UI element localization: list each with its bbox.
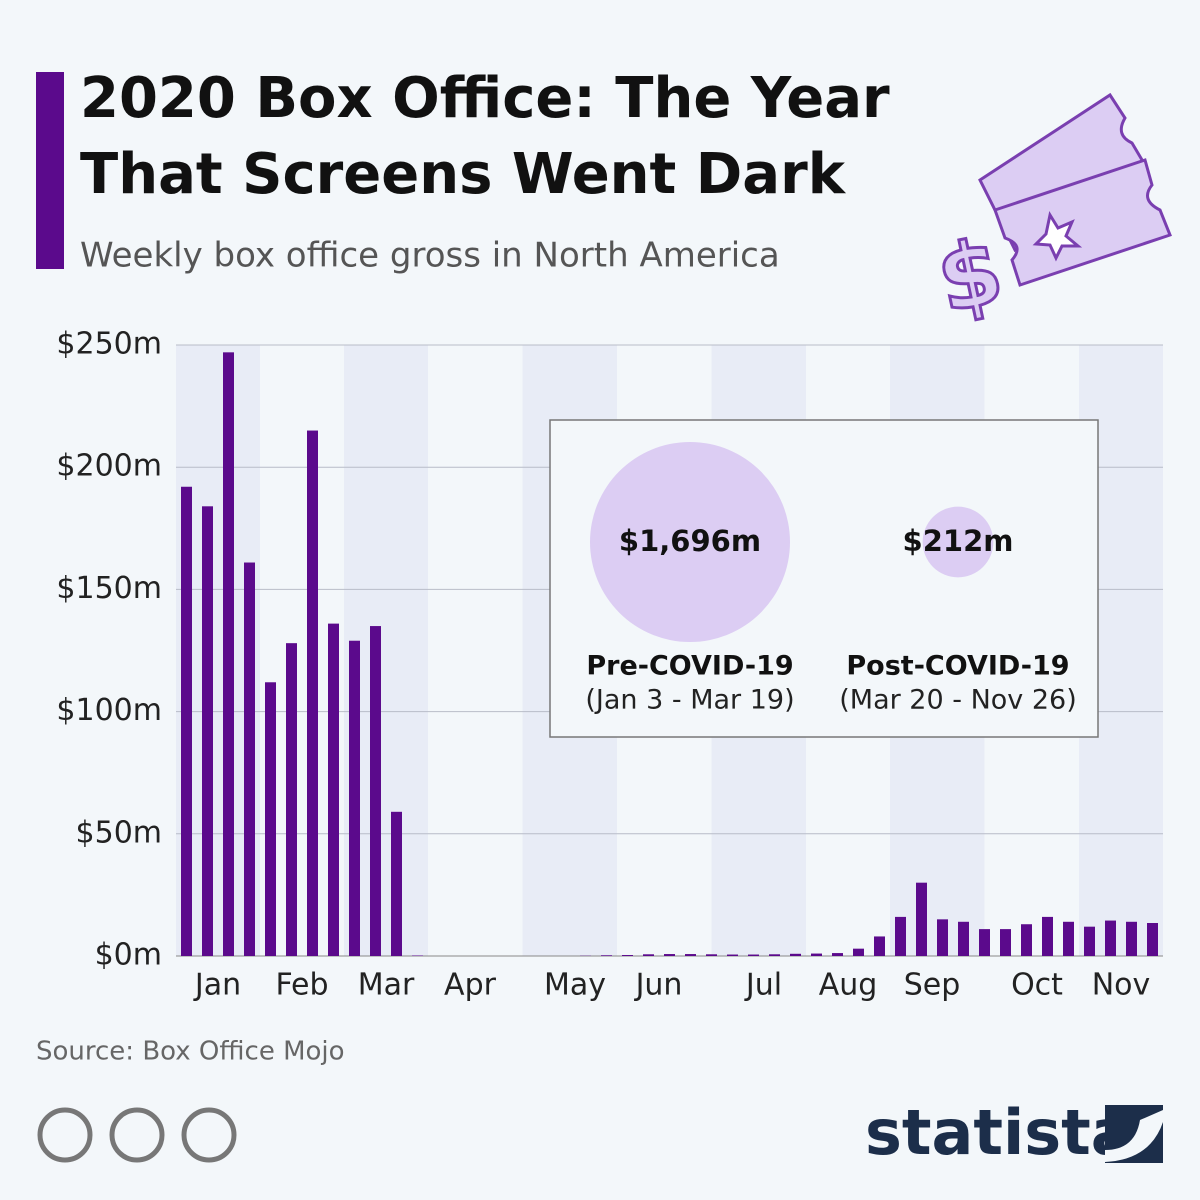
ticket-icon: $: [927, 92, 1172, 336]
bar: [1000, 929, 1011, 956]
x-tick-label: Sep: [904, 968, 961, 1003]
bar: [1084, 926, 1095, 956]
bar: [895, 916, 906, 956]
bar: [286, 643, 297, 956]
bar: [937, 919, 948, 956]
bar: [643, 954, 654, 956]
bar: [1042, 916, 1053, 956]
inset-period: (Mar 20 - Nov 26): [839, 685, 1077, 716]
chart-title: 2020 Box Office: The Year That Screens We…: [80, 66, 890, 207]
x-tick-label: Oct: [1011, 968, 1063, 1003]
y-tick-label: $0m: [95, 938, 162, 973]
bubble-label: $1,696m: [619, 524, 761, 558]
x-tick-label: May: [544, 968, 606, 1003]
brand-logo: [1105, 1105, 1163, 1163]
bubble: [590, 442, 790, 642]
bar: [391, 811, 402, 956]
bar: [916, 882, 927, 956]
bar: [979, 929, 990, 956]
title-bar: [36, 72, 64, 269]
x-tick-label: Feb: [275, 968, 328, 1003]
title-line: 2020 Box Office: The Year: [80, 66, 890, 131]
source: Source: Box Office Mojo: [36, 1037, 345, 1067]
bar: [811, 953, 822, 956]
y-tick-label: $150m: [56, 571, 162, 606]
bubble: [922, 506, 994, 578]
bar: [1126, 921, 1137, 956]
bar: [853, 948, 864, 956]
y-tick-label: $50m: [76, 815, 162, 850]
bar: [328, 623, 339, 956]
bar: [370, 626, 381, 956]
inset-name: Post-COVID-19: [846, 651, 1069, 682]
y-tick-label: $100m: [56, 693, 162, 728]
title-line: That Screens Went Dark: [80, 142, 847, 207]
bar: [349, 640, 360, 956]
x-tick-label: Apr: [444, 968, 497, 1003]
bar: [832, 953, 843, 956]
bubble-label: $212m: [903, 524, 1014, 558]
bar: [790, 953, 801, 956]
bar: [202, 506, 213, 956]
bar: [1021, 924, 1032, 956]
y-tick-label: $200m: [56, 449, 162, 484]
bar: [601, 955, 612, 956]
bar: [769, 954, 780, 956]
x-tick-label: Jan: [193, 968, 241, 1003]
bar: [622, 955, 633, 956]
bar: [265, 682, 276, 956]
bar: [874, 936, 885, 956]
bar: [748, 954, 759, 956]
bar: [958, 921, 969, 956]
license-icons: [37, 1107, 237, 1163]
x-tick-label: Aug: [819, 968, 878, 1003]
x-tick-label: Nov: [1092, 968, 1151, 1003]
bar: [1147, 923, 1158, 956]
x-tick-label: Jun: [634, 968, 683, 1003]
bar: [223, 352, 234, 956]
inset-name: Pre-COVID-19: [586, 651, 793, 682]
x-tick-label: Jul: [744, 968, 782, 1003]
dollar-icon: $: [929, 218, 1012, 334]
bar: [181, 486, 192, 956]
bar: [685, 954, 696, 956]
y-tick-label: $250m: [56, 327, 162, 362]
bar: [727, 954, 738, 956]
inset-period: (Jan 3 - Mar 19): [585, 685, 794, 716]
bar: [706, 954, 717, 956]
chart-subtitle: Weekly box office gross in North America: [80, 236, 780, 276]
bar: [1105, 920, 1116, 956]
bar: [244, 562, 255, 956]
brand: statista: [865, 1096, 1133, 1169]
x-tick-label: Mar: [358, 968, 415, 1003]
bar: [1063, 921, 1074, 956]
bar: [664, 954, 675, 956]
bar: [307, 430, 318, 956]
